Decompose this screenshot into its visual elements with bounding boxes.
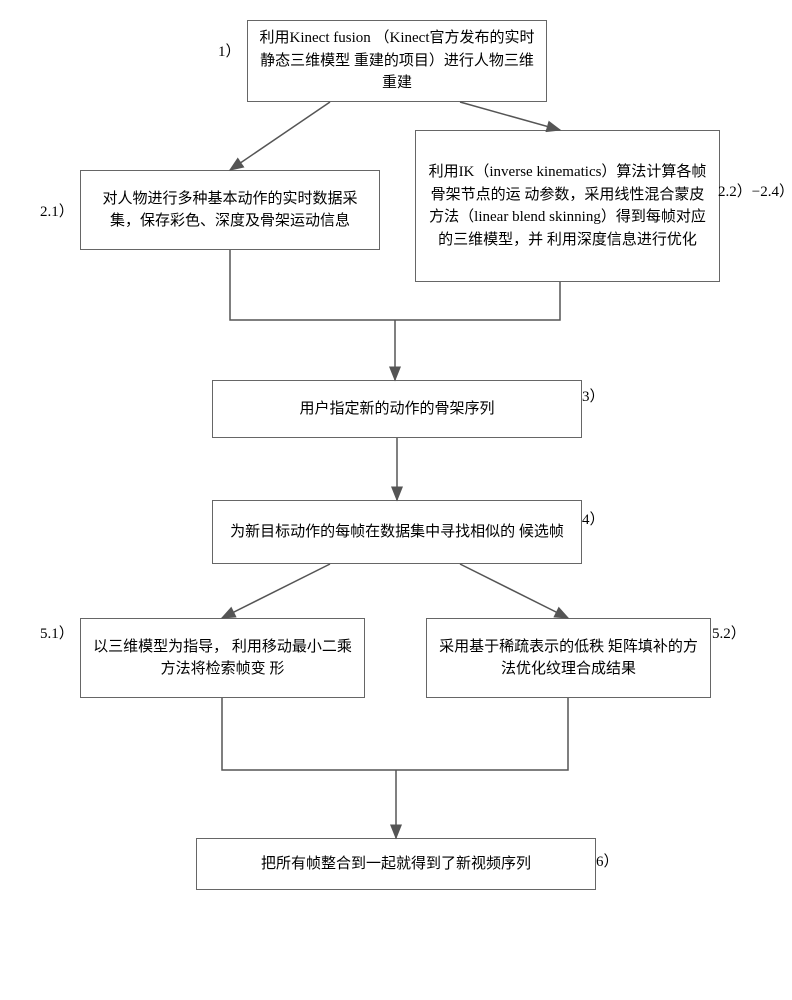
step-label-3: 3） — [582, 385, 605, 406]
step-label-5b: 5.2） — [712, 622, 746, 643]
step-label-6: 6） — [596, 850, 619, 871]
step-label-1: 1） — [218, 40, 241, 61]
flow-node-6: 把所有帧整合到一起就得到了新视频序列 — [196, 838, 596, 890]
flow-node-4: 为新目标动作的每帧在数据集中寻找相似的 候选帧 — [212, 500, 582, 564]
step-label-4: 4） — [582, 508, 605, 529]
step-label-2b: 2.2）−2.4） — [718, 180, 792, 201]
flow-node-5a: 以三维模型为指导， 利用移动最小二乘方法将检索帧变 形 — [80, 618, 365, 698]
flow-node-2a: 对人物进行多种基本动作的实时数据采 集，保存彩色、深度及骨架运动信息 — [80, 170, 380, 250]
step-label-2a: 2.1） — [40, 200, 74, 221]
flow-node-2b: 利用IK（inverse kinematics）算法计算各帧骨架节点的运 动参数… — [415, 130, 720, 282]
flow-node-5b: 采用基于稀疏表示的低秩 矩阵填补的方法优化纹理合成结果 — [426, 618, 711, 698]
step-label-5a: 5.1） — [40, 622, 74, 643]
flow-node-1: 利用Kinect fusion （Kinect官方发布的实时静态三维模型 重建的… — [247, 20, 547, 102]
flow-node-3: 用户指定新的动作的骨架序列 — [212, 380, 582, 438]
